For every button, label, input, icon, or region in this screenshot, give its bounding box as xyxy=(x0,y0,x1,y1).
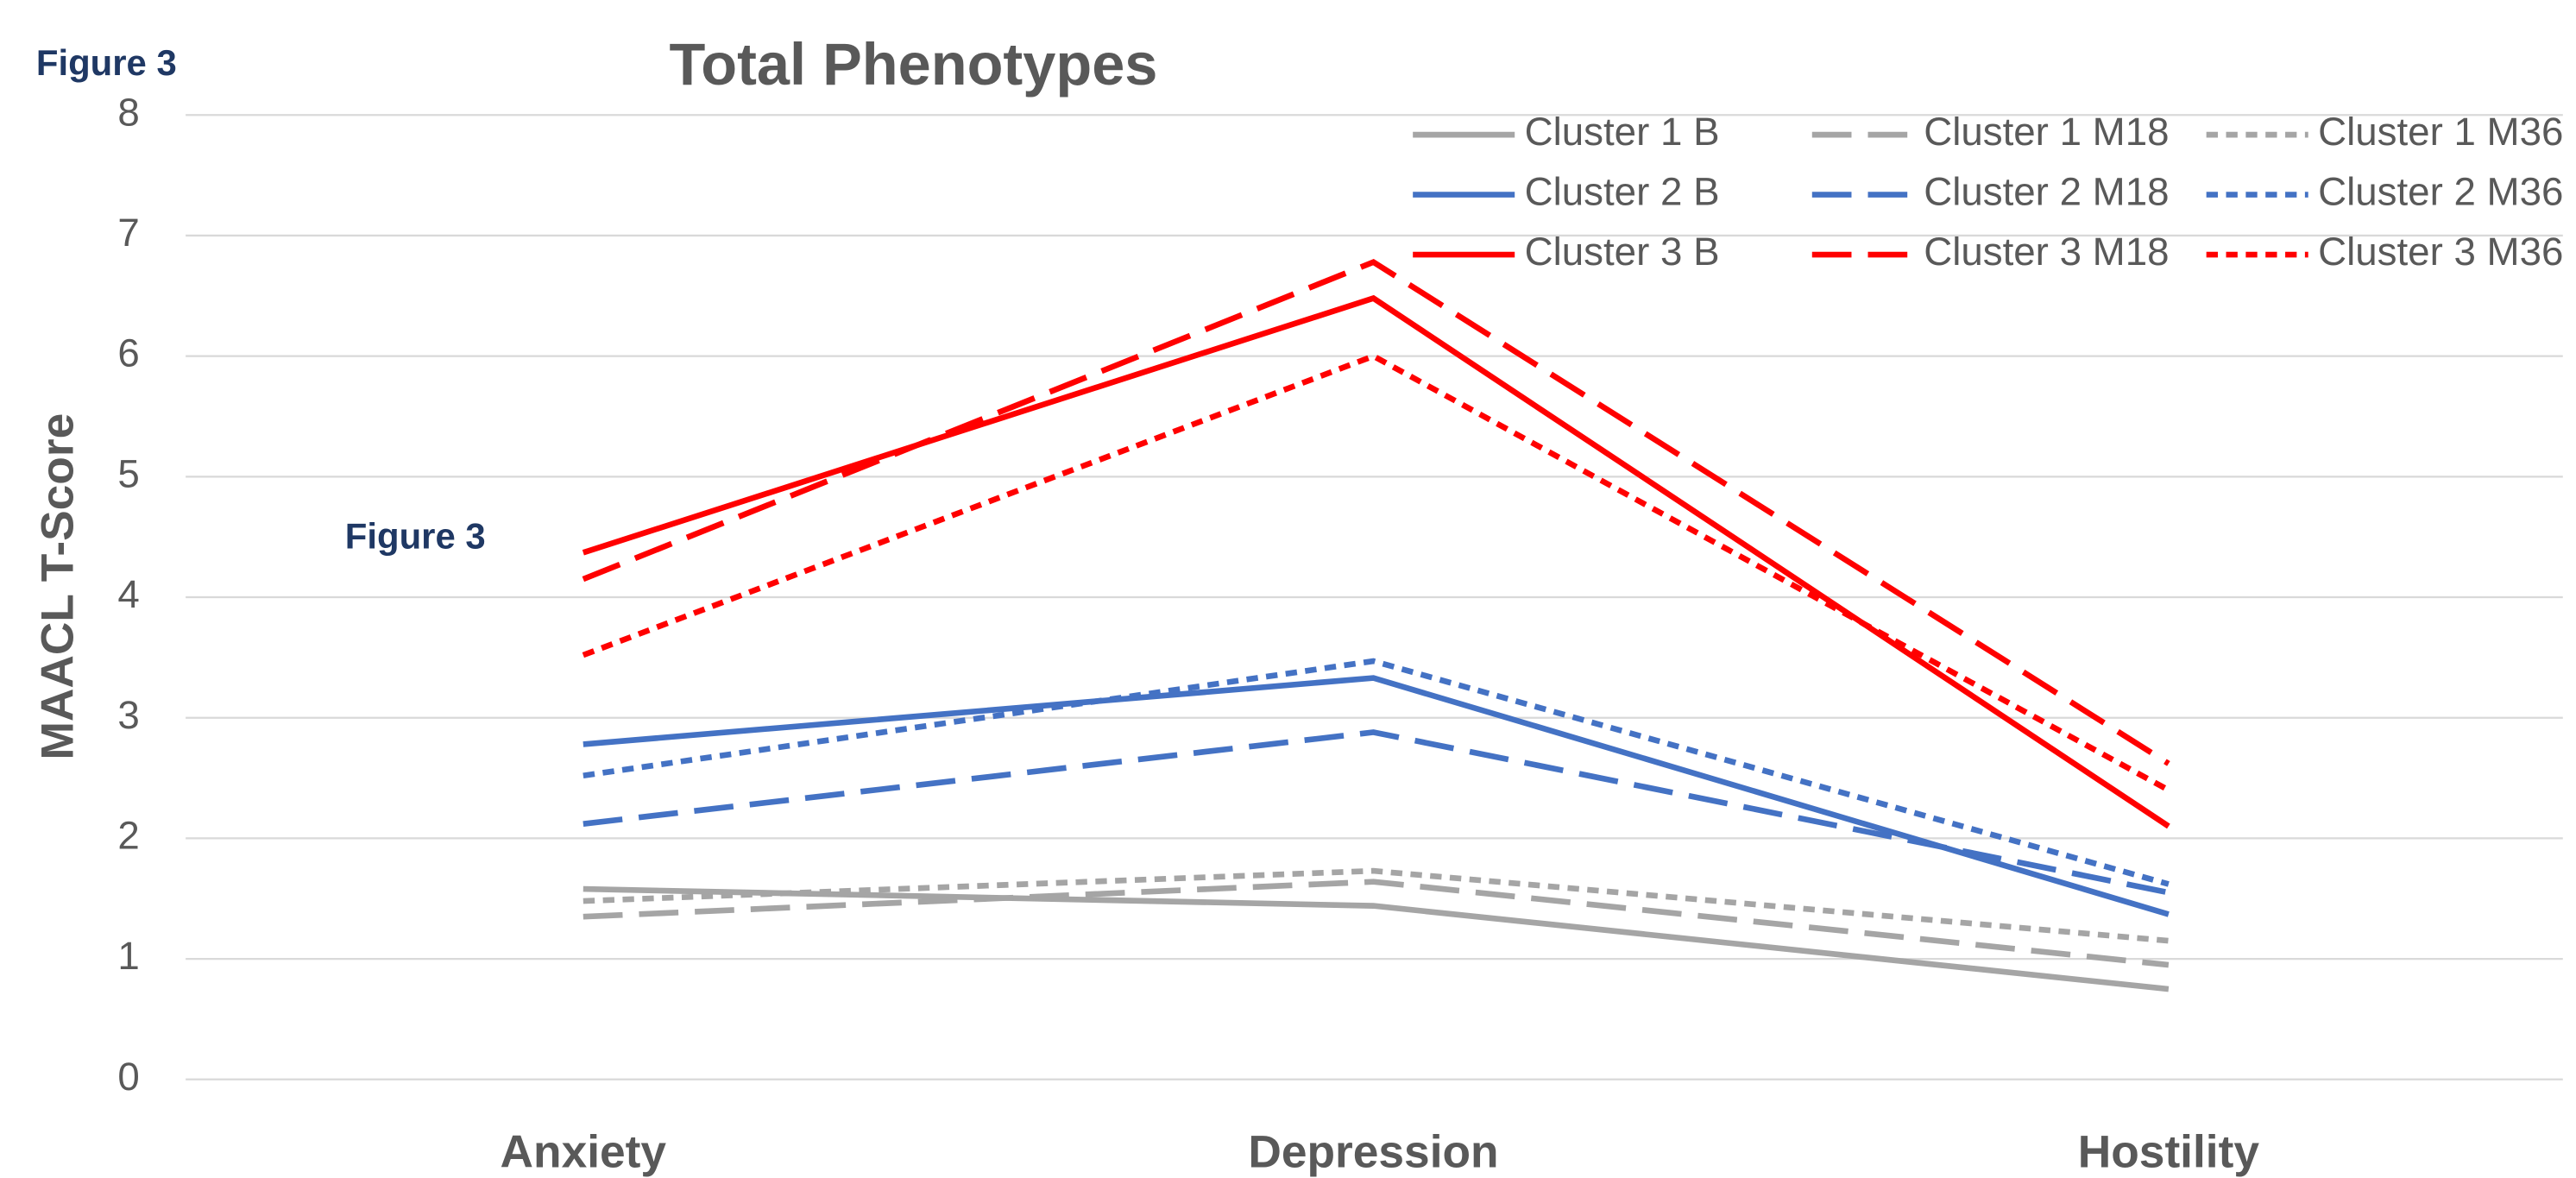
series-line xyxy=(583,675,2170,917)
x-tick-label: Depression xyxy=(1248,1126,1498,1177)
y-tick-label: 4 xyxy=(117,572,139,616)
y-tick-label: 8 xyxy=(117,90,139,134)
y-tick-label: 1 xyxy=(117,934,139,978)
legend-label: Cluster 2 M36 xyxy=(2318,170,2563,214)
y-tick-label: 6 xyxy=(117,331,139,375)
legend-label: Cluster 1 M36 xyxy=(2318,110,2563,154)
series-line xyxy=(583,867,2170,944)
series-line xyxy=(582,352,2170,793)
legend-label: Cluster 2 M18 xyxy=(1924,170,2169,214)
series-line xyxy=(583,658,2170,887)
y-tick-label: 5 xyxy=(117,451,139,495)
figure-label: Figure 3 xyxy=(345,515,486,556)
series-line xyxy=(583,729,2170,896)
y-tick-label: 2 xyxy=(117,813,139,857)
legend-label: Cluster 1 B xyxy=(1525,110,1720,154)
figure-label: Figure 3 xyxy=(36,42,177,83)
y-tick-label: 7 xyxy=(117,211,139,255)
series-line xyxy=(583,885,2170,992)
y-tick-label: 3 xyxy=(117,693,139,737)
legend-label: Cluster 1 M18 xyxy=(1924,110,2169,154)
series-line xyxy=(582,294,2170,829)
y-tick-label: 0 xyxy=(117,1055,139,1099)
x-tick-label: Hostility xyxy=(2078,1126,2260,1177)
legend-label: Cluster 3 B xyxy=(1525,230,1720,274)
x-tick-label: Anxiety xyxy=(501,1126,667,1177)
chart-title: Total Phenotypes xyxy=(669,31,1157,98)
series-line xyxy=(583,879,2170,968)
legend-label: Cluster 2 B xyxy=(1525,170,1720,214)
legend-label: Cluster 3 M18 xyxy=(1924,230,2169,274)
series-line xyxy=(582,258,2170,766)
legend-label: Cluster 3 M36 xyxy=(2318,230,2563,274)
y-axis-label: MAACL T-Score xyxy=(33,413,84,760)
